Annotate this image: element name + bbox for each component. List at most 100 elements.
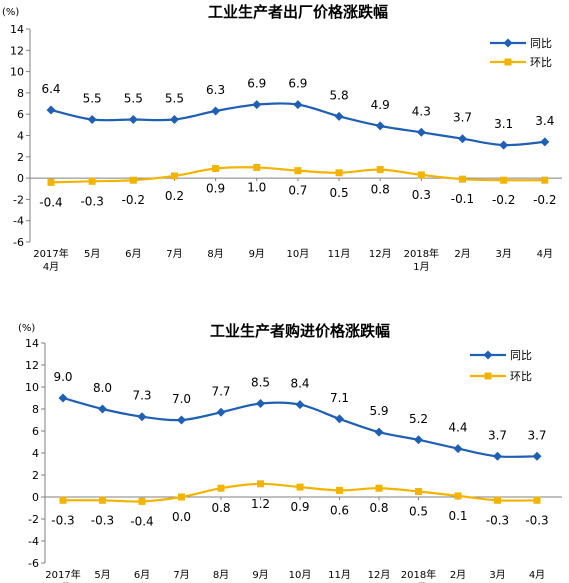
y-tick-label: 8: [17, 87, 24, 100]
y-tick-label: 12: [25, 359, 39, 372]
x-tick-label: 7月: [173, 569, 189, 581]
data-point-mom: [494, 496, 501, 504]
y-tick-label: 4: [17, 130, 24, 143]
data-point-yoy: [211, 106, 221, 116]
x-tick-label: 3月: [489, 569, 505, 581]
y-tick-label: 6: [32, 425, 39, 438]
data-label: -0.2: [492, 193, 515, 207]
data-label: 7.0: [172, 392, 191, 406]
data-label: 0.8: [371, 183, 390, 197]
y-tick-label: -6: [28, 557, 39, 570]
data-point-yoy: [499, 140, 509, 150]
data-label: 7.1: [330, 391, 349, 405]
x-tick-label: 10月: [287, 248, 310, 260]
x-tick-label: 11月: [328, 248, 351, 260]
x-tick-label: 3月: [495, 248, 511, 260]
y-tick-label: 2: [17, 151, 24, 164]
x-tick-label: 5月: [94, 569, 110, 581]
data-point-mom: [335, 169, 343, 177]
data-point-yoy: [414, 435, 423, 445]
chart-producer-purchase-price: 工业生产者购进价格涨跌幅 (%) -6 -4 -2 0 2 4 6 8 10 12 14 2017年 4…: [18, 322, 562, 583]
data-label: 3.7: [488, 428, 507, 442]
data-label: -0.3: [80, 194, 103, 208]
x-tick-label: 2017年: [33, 247, 68, 260]
data-label: 1.2: [251, 497, 270, 511]
x-tick-label: 12月: [368, 569, 391, 581]
data-label: 0.3: [412, 188, 431, 202]
data-label: 0.5: [330, 186, 349, 200]
y-tick-label: 10: [25, 381, 39, 394]
data-point-yoy: [252, 100, 262, 110]
data-label: -0.4: [39, 195, 62, 209]
y-tick-label: -2: [28, 513, 39, 526]
x-tick-label: 7月: [166, 248, 182, 260]
data-point-yoy: [374, 427, 384, 437]
data-label: 0.8: [211, 501, 230, 515]
legend-label: 环比: [510, 370, 532, 383]
data-label: 3.1: [494, 117, 513, 131]
data-point-mom: [454, 492, 462, 500]
data-label: 5.8: [330, 88, 349, 102]
data-point-yoy: [216, 407, 226, 417]
data-label: 4.4: [448, 421, 467, 435]
data-point-mom: [375, 484, 383, 492]
data-point-mom: [257, 480, 264, 488]
data-label: 0.5: [409, 505, 428, 519]
data-label: 0.9: [206, 182, 225, 196]
data-point-yoy: [98, 404, 107, 414]
legend-marker: [483, 350, 493, 360]
y-tick-label: 14: [25, 337, 39, 350]
chart-title: 工业生产者出厂价格涨跌幅: [208, 3, 388, 21]
data-label: 9.0: [53, 370, 72, 384]
x-tick-label: 6月: [134, 569, 150, 581]
data-label: 0.1: [448, 509, 467, 523]
data-label: 6.3: [206, 83, 225, 97]
data-label: 3.7: [527, 428, 546, 442]
x-tick-label: 2017年: [45, 568, 80, 581]
data-label: -0.3: [486, 513, 509, 527]
x-tick-label: 2018年: [401, 568, 436, 581]
x-tick-label: 8月: [213, 569, 229, 581]
data-label: 0.7: [288, 184, 307, 198]
y-tick-label: -6: [13, 236, 24, 249]
data-point-mom: [415, 488, 422, 495]
unit-label: (%): [2, 7, 19, 18]
data-point-yoy: [256, 399, 265, 408]
data-point-mom: [129, 176, 137, 184]
data-label: 5.5: [124, 92, 143, 106]
y-tick-label: -2: [13, 193, 24, 206]
x-tick-label: 2018年: [404, 247, 439, 260]
x-tick-label: 9月: [252, 569, 268, 581]
data-point-mom: [178, 493, 185, 501]
data-label: 7.3: [132, 389, 151, 403]
data-label: 0.2: [165, 189, 184, 203]
y-tick-label: 14: [10, 23, 24, 36]
x-tick-label: 5月: [84, 248, 100, 260]
x-tick-label: 9月: [249, 248, 265, 260]
data-point-yoy: [87, 115, 97, 125]
data-point-yoy: [137, 412, 147, 422]
data-point-yoy: [458, 134, 467, 144]
y-tick-label: 10: [10, 66, 24, 79]
x-tick-label: 8月: [207, 248, 223, 260]
data-point-mom: [88, 177, 96, 185]
data-label: 0.8: [369, 501, 388, 515]
chart-title: 工业生产者购进价格涨跌幅: [210, 322, 390, 340]
legend-marker: [504, 58, 512, 66]
x-tick-label: 4月: [529, 569, 545, 581]
y-tick-label: 0: [17, 172, 24, 185]
x-tick-label: 2月: [454, 248, 470, 260]
y-tick-label: -4: [13, 215, 24, 228]
legend-marker: [503, 38, 513, 48]
data-label: -0.3: [51, 513, 74, 527]
data-point-mom: [99, 496, 106, 504]
data-point-mom: [253, 163, 261, 171]
legend-label: 环比: [530, 56, 552, 69]
data-label: 8.0: [93, 381, 112, 395]
data-point-mom: [417, 171, 425, 179]
data-point-mom: [212, 165, 220, 173]
data-point-yoy: [375, 121, 385, 131]
x-tick-label: 4月: [537, 248, 553, 260]
data-point-yoy: [169, 115, 179, 125]
data-label: 8.5: [251, 376, 270, 390]
